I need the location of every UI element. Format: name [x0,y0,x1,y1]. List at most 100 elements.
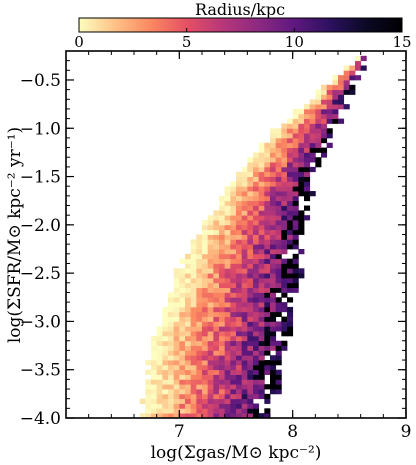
colorbar-ticks: 0 5 10 15 [74,28,412,51]
heatmap-bin [224,244,231,250]
heatmap-bin [264,360,271,366]
heatmap-bin [207,364,214,371]
heatmap-bin [253,345,260,351]
heatmap-bin [173,413,180,419]
heatmap-bin [287,133,294,139]
heatmap-bin [213,340,220,346]
heatmap-bin [207,292,214,298]
heatmap-bin [304,171,311,177]
heatmap-bin [332,75,339,81]
heatmap-bin [338,104,345,110]
heatmap-bin [185,335,192,342]
heatmap-bin [162,306,169,313]
heatmap-bin [156,350,163,356]
heatmap-bin [236,224,243,231]
heatmap-bin [258,277,265,284]
heatmap-bin [213,326,220,332]
heatmap-bin [241,316,248,322]
heatmap-bin [207,253,214,260]
heatmap-bin [139,398,146,404]
heatmap-bin [151,345,158,351]
heatmap-bin [236,331,243,337]
heatmap-bin [275,326,282,332]
heatmap-bin [270,345,277,351]
heatmap-bin [315,89,322,95]
heatmap-bin [315,137,322,144]
heatmap-bin [281,248,288,255]
heatmap-bin [270,384,277,390]
heatmap-bin [241,355,248,361]
heatmap-bin [219,345,226,351]
heatmap-bin [270,321,277,327]
heatmap-bin [275,142,282,148]
heatmap-bin [241,321,248,327]
heatmap-bin [236,234,243,240]
heatmap-bin [241,326,248,332]
heatmap-bin [196,369,203,375]
heatmap-bin [264,384,271,390]
heatmap-bin [247,379,254,385]
heatmap-bin [190,364,197,371]
heatmap-bin [281,273,288,279]
heatmap-bin [292,229,299,235]
heatmap-bin [196,374,203,380]
heatmap-bin [236,171,243,177]
heatmap-bin [213,389,220,395]
heatmap-bin [236,244,243,250]
heatmap-bin [151,379,158,385]
heatmap-bin [196,287,203,293]
heatmap-bin [275,311,282,317]
heatmap-bin [185,364,192,371]
heatmap-bin [292,200,299,206]
heatmap-bin [326,133,333,139]
heatmap-bin [270,268,277,274]
heatmap-bin [219,239,226,245]
heatmap-bin [321,133,328,139]
heatmap-bin [224,316,231,322]
heatmap-bin [213,374,220,380]
heatmap-bin [168,297,175,303]
heatmap-bin [253,311,260,317]
heatmap-bin [156,403,163,409]
heatmap-bin [168,335,175,342]
heatmap-bin [168,345,175,351]
heatmap-bin [207,268,214,274]
heatmap-bin [253,297,260,303]
heatmap-bin [230,282,237,289]
heatmap-bin [224,287,231,293]
heatmap-bin [241,389,248,395]
heatmap-bin [264,220,271,226]
heatmap-bin [156,389,163,395]
heatmap-bin [281,234,288,240]
heatmap-bin [207,234,214,240]
heatmap-bin [281,142,288,148]
heatmap-bin [219,195,226,202]
heatmap-bin [247,355,254,361]
heatmap-bin [287,258,294,264]
heatmap-bin [287,273,294,279]
heatmap-bin [315,94,322,100]
heatmap-bin [298,176,305,182]
heatmap-bin [321,118,328,124]
heatmap-bin [156,364,163,371]
heatmap-bin [287,171,294,177]
heatmap-bin [258,335,265,342]
heatmap-bin [145,398,152,404]
heatmap-bin [275,162,282,168]
heatmap-bin [253,234,260,240]
heatmap-bin [151,364,158,371]
heatmap-bin [207,360,214,366]
heatmap-bin [241,181,248,187]
heatmap-bin [179,384,186,390]
heatmap-bin [264,200,271,206]
heatmap-bin [196,282,203,289]
heatmap-bin [355,75,362,81]
heatmap-bin [185,292,192,298]
heatmap-bin [298,142,305,148]
heatmap-bin [173,345,180,351]
heatmap-bin [253,157,260,163]
heatmap-bin [292,171,299,177]
heatmap-bin [236,369,243,375]
heatmap-bin [162,403,169,409]
heatmap-bin [315,113,322,120]
